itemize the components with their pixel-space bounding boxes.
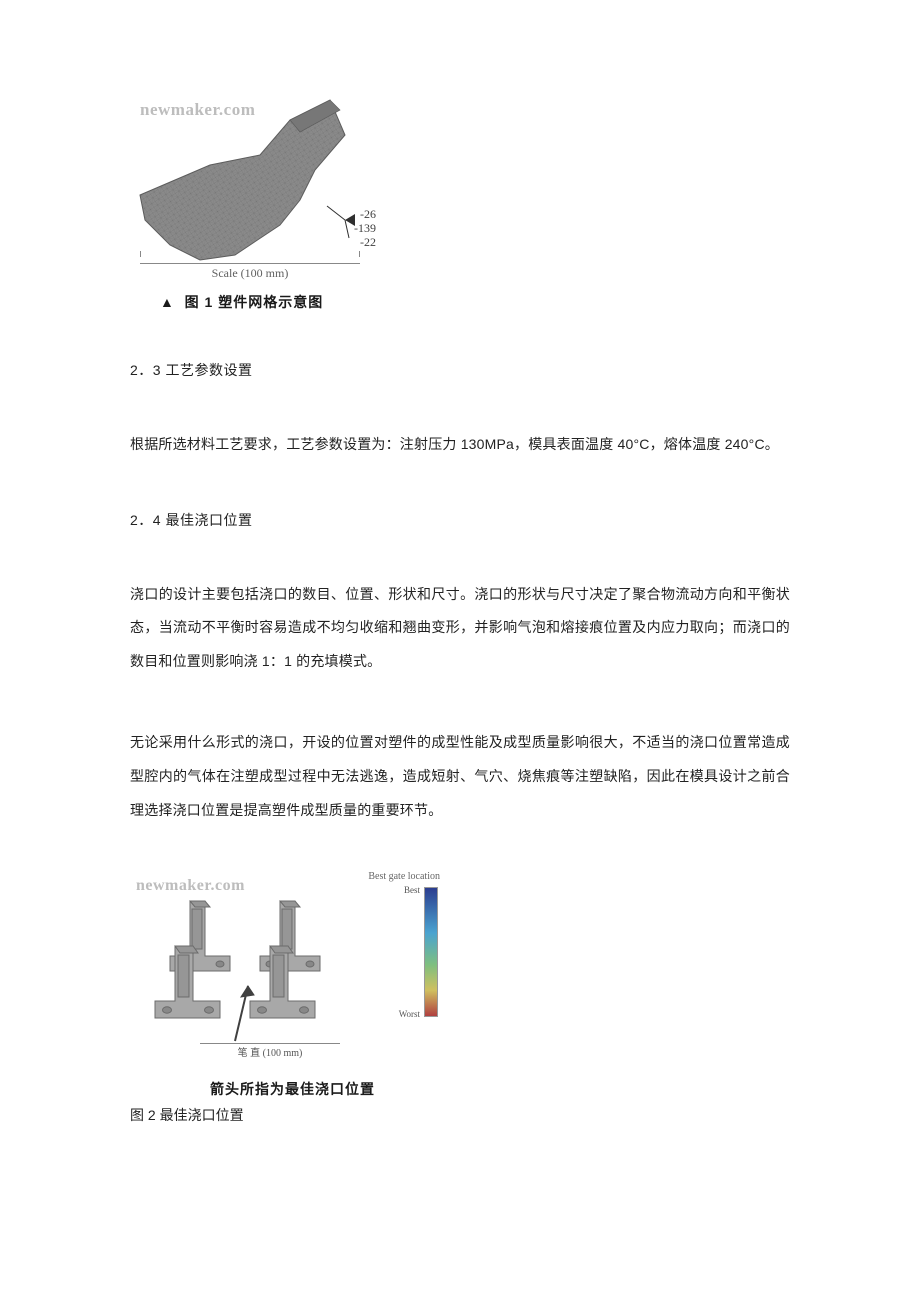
axis-values: -26 -139 -22 (354, 208, 376, 249)
axis-value-2: -139 (354, 222, 376, 236)
legend-top-label: Best (404, 885, 420, 895)
figure-2-image: newmaker.com (130, 871, 440, 1061)
figure-1-caption: ▲ 图 1 塑件网格示意图 (160, 292, 790, 312)
legend-title: Best gate location (368, 871, 440, 882)
caption-marker-icon: ▲ (160, 294, 175, 310)
legend-bot-label: Worst (399, 1009, 420, 1019)
section-2-3-para: 根据所选材料工艺要求，工艺参数设置为：注射压力 130MPa，模具表面温度 40… (130, 428, 790, 462)
figure-1-caption-text: 图 1 塑件网格示意图 (185, 294, 324, 310)
figure-2-scale: 笔 直 (100 mm) (200, 1043, 340, 1059)
watermark: newmaker.com (140, 100, 255, 120)
figure-2-caption: 图 2 最佳浇口位置 (130, 1105, 790, 1125)
axis-value-1: -26 (354, 208, 376, 222)
legend-colorbar (424, 887, 438, 1017)
figure-1-image: newmaker.com (130, 90, 360, 281)
section-2-4-para-1: 浇口的设计主要包括浇口的数目、位置、形状和尺寸。浇口的形状与尺寸决定了聚合物流动… (130, 578, 790, 679)
section-2-3-heading: 2．3 工艺参数设置 (130, 360, 790, 380)
axis-value-3: -22 (354, 236, 376, 250)
section-2-4-para-2: 无论采用什么形式的浇口，开设的位置对塑件的成型性能及成型质量影响很大，不适当的浇… (130, 726, 790, 827)
section-2-4-heading: 2．4 最佳浇口位置 (130, 510, 790, 530)
figure-2-arrow-caption: 箭头所指为最佳浇口位置 (210, 1079, 790, 1099)
figure-2-svg (130, 871, 410, 1046)
figure-2: newmaker.com (130, 871, 790, 1125)
watermark: newmaker.com (136, 877, 245, 895)
figure-1: newmaker.com (130, 90, 790, 312)
